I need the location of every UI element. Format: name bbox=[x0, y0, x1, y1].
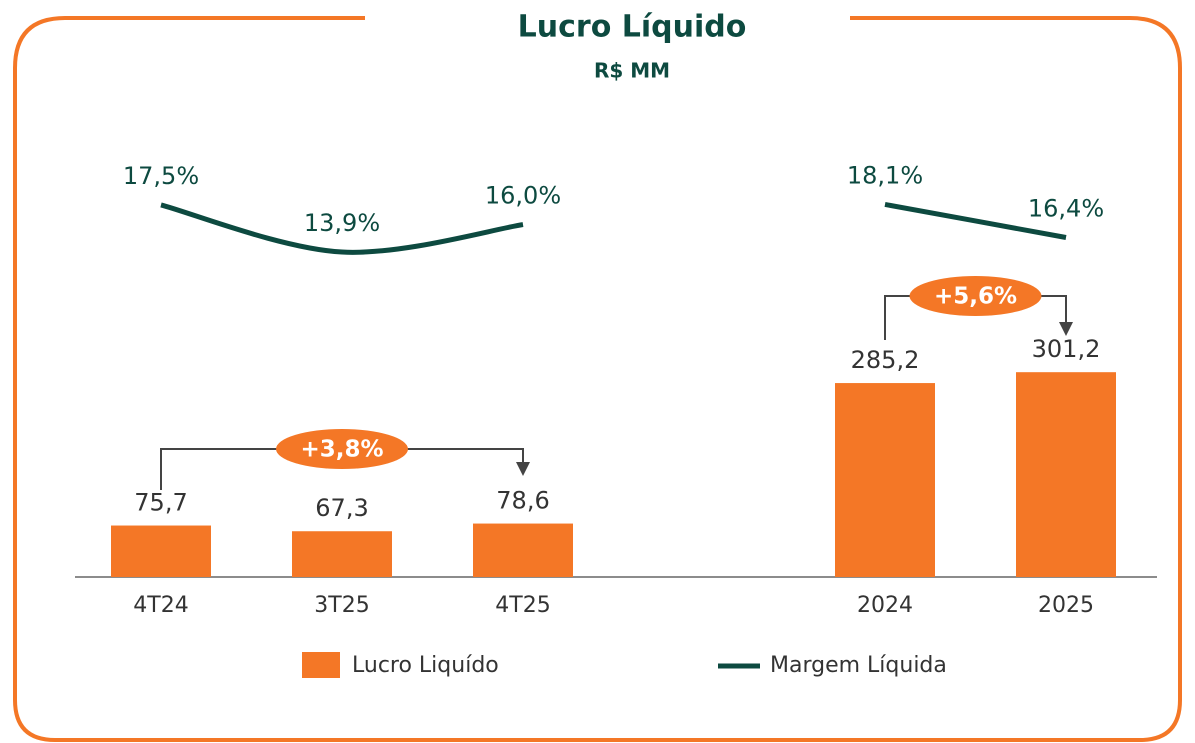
data-label: 16,0% bbox=[485, 182, 561, 210]
annotation-badge bbox=[276, 429, 408, 469]
data-label: 16,4% bbox=[1028, 195, 1104, 223]
frame bbox=[13, 16, 1182, 742]
data-label: 17,5% bbox=[123, 162, 199, 190]
legend-swatch bbox=[302, 652, 340, 678]
bar bbox=[473, 523, 573, 577]
data-label: 18,1% bbox=[847, 161, 923, 189]
data-label: 78,6 bbox=[496, 487, 549, 515]
arrow-head bbox=[516, 462, 530, 476]
chart-title: Lucro Líquido bbox=[518, 10, 747, 45]
x-tick-label: 2025 bbox=[1038, 593, 1094, 618]
line bbox=[160, 202, 524, 255]
data-label: 75,7 bbox=[134, 489, 187, 517]
x-tick-label: 3T25 bbox=[314, 593, 369, 618]
data-label: 13,9% bbox=[304, 209, 380, 237]
data-label: 67,3 bbox=[315, 494, 368, 522]
bar bbox=[292, 531, 392, 577]
bar bbox=[835, 383, 935, 577]
x-tick-label: 2024 bbox=[857, 593, 913, 618]
x-tick-label: 4T24 bbox=[133, 593, 188, 618]
data-label: 285,2 bbox=[851, 346, 920, 374]
annotation: +3,8% bbox=[300, 437, 383, 463]
bar bbox=[1016, 372, 1116, 577]
x-tick-label: 4T25 bbox=[495, 593, 550, 618]
data-label: 301,2 bbox=[1032, 335, 1101, 363]
annotation: +5,6% bbox=[934, 284, 1017, 310]
annotation-badge bbox=[909, 276, 1042, 316]
bar bbox=[111, 525, 211, 577]
line bbox=[884, 201, 1067, 240]
legend-label: Lucro Liquído bbox=[352, 653, 499, 678]
legend-label: Margem Líquida bbox=[770, 653, 947, 678]
chart-subtitle: R$ MM bbox=[594, 59, 670, 83]
arrow-head bbox=[1059, 322, 1073, 336]
